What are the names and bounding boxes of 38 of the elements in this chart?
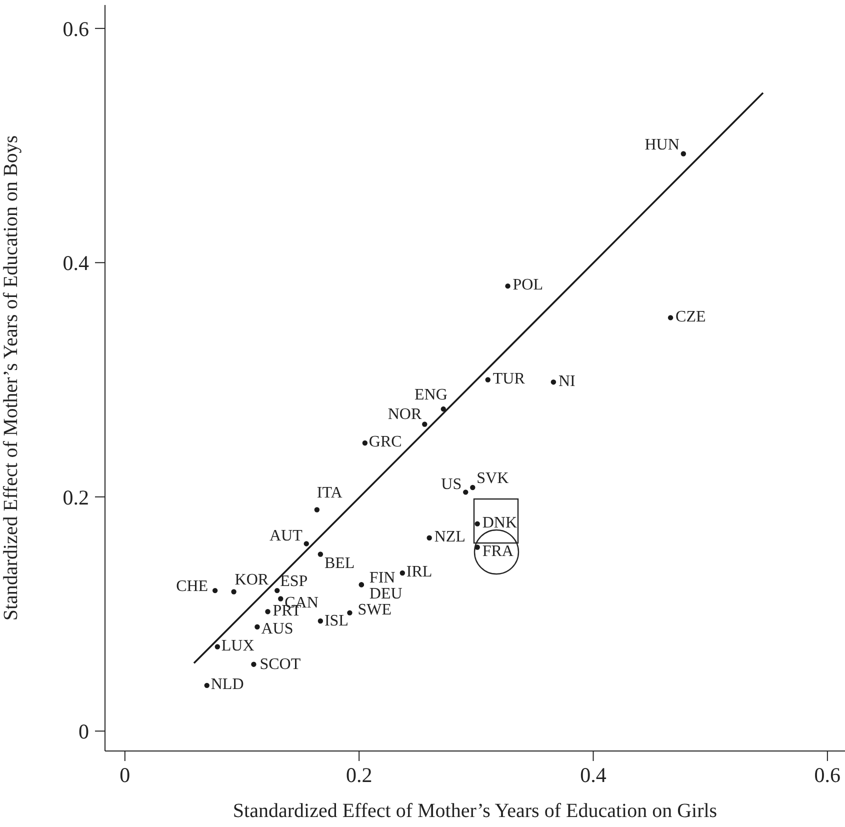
annotation: DNK [482, 514, 518, 532]
y-tick-label: 0.2 [62, 485, 89, 510]
annotation: CHE [176, 578, 208, 596]
annotation: NI [558, 372, 576, 390]
annotation: US [441, 476, 462, 493]
annotation: ISL [324, 612, 348, 630]
x-tick-label: 0 [120, 762, 130, 787]
annotation: AUS [261, 620, 294, 638]
annotation: GRC [368, 434, 402, 451]
x-tick-label: 0.4 [580, 762, 607, 787]
x-tick-label: 0.6 [814, 762, 841, 787]
annotation: FIN [369, 569, 396, 586]
annotation: KOR [234, 571, 269, 588]
annotation: DEU [369, 585, 403, 602]
annotation: NLD [210, 676, 244, 694]
annotation: SCOT [260, 656, 301, 674]
annotation: LUX [221, 637, 255, 654]
annotation: SVK [476, 470, 510, 488]
x-axis-title: Standardized Effect of Mother’s Years of Education on Girls [232, 800, 718, 822]
annotation: BEL [324, 554, 355, 572]
annotation: CZE [676, 308, 706, 326]
annotation: NZL [434, 528, 466, 546]
annotation: ENG [414, 386, 448, 404]
annotation: NOR [388, 406, 422, 423]
annotation: ITA [316, 484, 343, 502]
y-tick-label: 0.4 [62, 251, 90, 276]
annotation: IRL [406, 564, 432, 581]
annotation: TUR [492, 370, 526, 388]
annotation: POL [512, 276, 544, 294]
y-tick-label: 0 [78, 720, 89, 744]
annotation: FRA [482, 542, 514, 560]
x-tick-label: 0.2 [346, 762, 372, 787]
y-tick-label: 0.6 [62, 16, 89, 41]
annotation: AUT [270, 527, 303, 544]
annotation: SWE [358, 601, 392, 618]
y-axis-title: Standardized Effect of Mother’s Years of Education on Boys [0, 135, 22, 621]
annotation: HUN [644, 136, 680, 154]
annotation: ESP [280, 573, 308, 590]
